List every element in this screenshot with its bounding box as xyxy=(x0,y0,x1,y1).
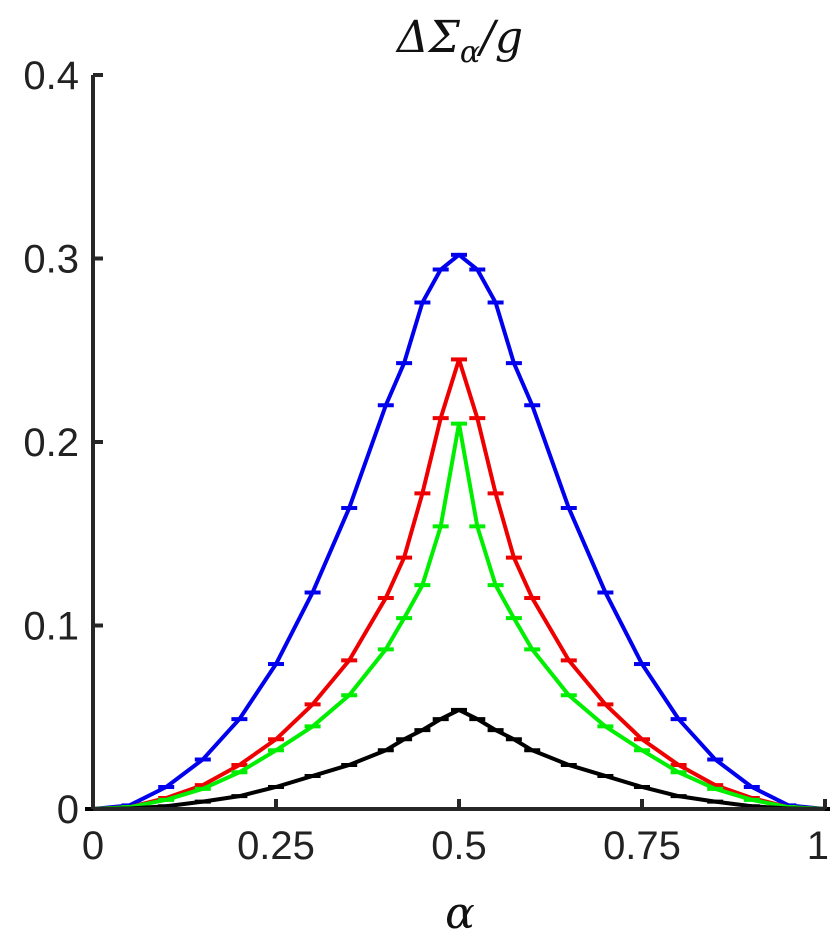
chart-title-main: ΔΣ xyxy=(395,12,461,63)
x-tick-label-2: 0.5 xyxy=(431,824,487,868)
y-tick-label-0: 0 xyxy=(57,788,79,832)
x-tick-label-0: 0 xyxy=(82,824,104,868)
x-tick-label-4: 1 xyxy=(807,824,829,868)
chart-title-tail: /g xyxy=(476,12,523,63)
y-tick-label-2: 0.2 xyxy=(23,421,79,465)
x-tick-label-1: 0.25 xyxy=(237,824,315,868)
y-tick-label-1: 0.1 xyxy=(23,605,79,649)
chart-title: ΔΣα/g xyxy=(395,12,523,70)
axes: 0 0.1 0.2 0.3 0.4 0 0.25 0.5 0.75 1 xyxy=(23,54,829,868)
x-axis-label: α xyxy=(445,888,475,939)
y-tick-label-4: 0.4 xyxy=(23,54,79,98)
series-line-2 xyxy=(92,421,826,811)
x-tick-label-3: 0.75 xyxy=(603,824,681,868)
chart-title-subscript: α xyxy=(460,35,480,70)
plot-area xyxy=(85,252,830,811)
series-line-0 xyxy=(92,252,826,811)
y-tick-label-3: 0.3 xyxy=(23,238,79,282)
